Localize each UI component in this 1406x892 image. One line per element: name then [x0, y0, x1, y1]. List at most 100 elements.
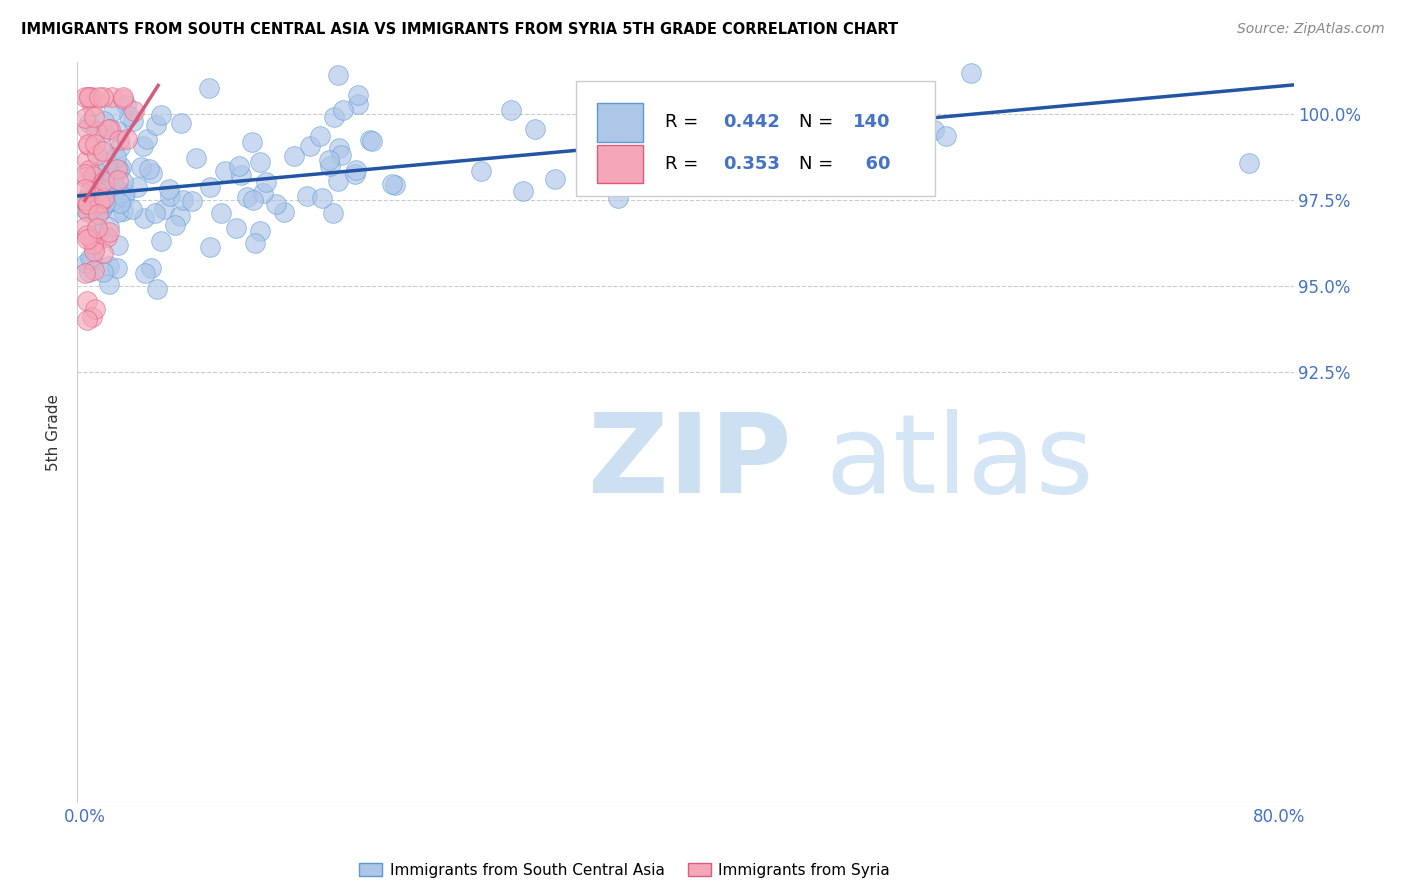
Point: [242, 194, 264, 208]
Point: [93, 183, 115, 197]
Point: [118, 109, 141, 123]
Point: [381, 177, 404, 191]
Point: [669, 123, 692, 137]
Point: [589, 134, 612, 148]
Point: [332, 103, 354, 117]
Point: [326, 174, 349, 188]
Y-axis label: 5th Grade: 5th Grade: [46, 394, 62, 471]
Point: [181, 194, 204, 209]
Point: [299, 139, 322, 153]
Point: [225, 220, 247, 235]
Point: [648, 126, 671, 140]
Point: [136, 132, 159, 146]
Point: [236, 190, 259, 204]
Point: [150, 235, 173, 249]
Point: [960, 66, 983, 80]
Point: [76, 197, 98, 211]
Point: [76, 122, 98, 136]
Point: [266, 196, 288, 211]
Point: [606, 192, 628, 206]
Point: [86, 164, 108, 178]
Point: [76, 313, 98, 327]
Text: IMMIGRANTS FROM SOUTH CENTRAL ASIA VS IMMIGRANTS FROM SYRIA 5TH GRADE CORRELATIO: IMMIGRANTS FROM SOUTH CENTRAL ASIA VS IM…: [21, 22, 898, 37]
Point: [98, 259, 121, 273]
Point: [127, 180, 149, 194]
Text: Source: ZipAtlas.com: Source: ZipAtlas.com: [1237, 22, 1385, 37]
Point: [112, 175, 135, 189]
Point: [89, 195, 111, 210]
Point: [75, 202, 97, 217]
Point: [108, 133, 131, 147]
Point: [101, 193, 124, 207]
Point: [198, 179, 221, 194]
Point: [141, 166, 163, 180]
Point: [935, 128, 957, 143]
Point: [107, 204, 129, 219]
Point: [328, 141, 350, 155]
Point: [231, 168, 253, 182]
Point: [89, 195, 111, 210]
Point: [111, 93, 134, 107]
Point: [97, 219, 120, 234]
Point: [83, 263, 105, 277]
Point: [145, 205, 167, 219]
Point: [97, 121, 120, 136]
Text: 0.353: 0.353: [723, 155, 780, 173]
Point: [252, 186, 274, 200]
Point: [75, 169, 97, 184]
Point: [76, 294, 98, 309]
Point: [82, 236, 104, 251]
Point: [249, 154, 271, 169]
Point: [82, 310, 104, 324]
Text: 140: 140: [853, 113, 891, 131]
Point: [87, 90, 110, 104]
Point: [112, 190, 135, 204]
Point: [172, 193, 194, 207]
Text: ZIP: ZIP: [588, 409, 792, 516]
Point: [98, 165, 121, 179]
Point: [93, 191, 115, 205]
Point: [96, 230, 118, 244]
Point: [129, 160, 152, 174]
Point: [134, 267, 156, 281]
Point: [101, 170, 124, 185]
Point: [75, 220, 97, 235]
Point: [91, 90, 114, 104]
FancyBboxPatch shape: [596, 103, 643, 142]
Point: [1237, 156, 1260, 170]
Text: N =: N =: [799, 113, 838, 131]
Point: [103, 177, 125, 191]
Text: atlas: atlas: [825, 409, 1094, 516]
Point: [322, 110, 344, 124]
Point: [80, 99, 103, 113]
Point: [318, 153, 340, 168]
Point: [524, 121, 547, 136]
Point: [84, 235, 107, 250]
Point: [150, 108, 173, 122]
Point: [90, 202, 112, 217]
Point: [82, 175, 104, 189]
Point: [79, 231, 101, 245]
Point: [93, 245, 115, 260]
Point: [82, 252, 104, 266]
Point: [243, 235, 266, 250]
Point: [131, 138, 153, 153]
Point: [273, 204, 295, 219]
Point: [104, 186, 127, 200]
Point: [108, 140, 131, 154]
Point: [91, 198, 114, 212]
Point: [794, 99, 817, 113]
Point: [93, 174, 115, 188]
Point: [76, 232, 98, 246]
Point: [699, 117, 721, 131]
Point: [512, 184, 534, 198]
Point: [75, 255, 97, 269]
Point: [75, 193, 97, 207]
Point: [79, 90, 101, 104]
Point: [111, 90, 134, 104]
Point: [107, 172, 129, 186]
Point: [90, 145, 112, 159]
Point: [157, 182, 180, 196]
Point: [359, 133, 381, 147]
Point: [76, 153, 98, 167]
